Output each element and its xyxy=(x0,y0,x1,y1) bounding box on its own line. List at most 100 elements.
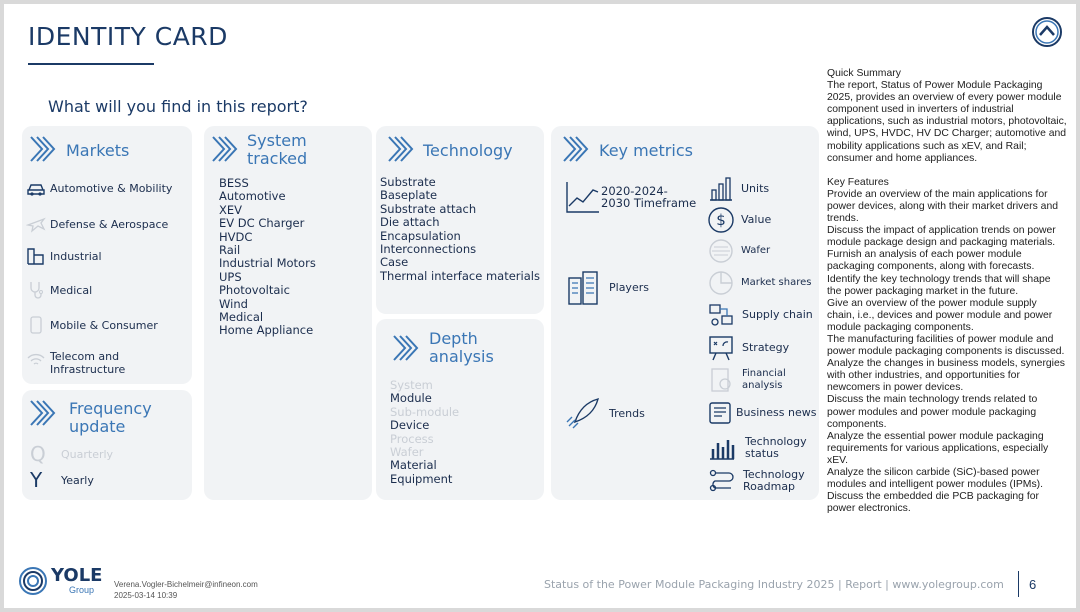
strategy-item: Strategy xyxy=(707,334,789,362)
business-news-item: Business news xyxy=(707,400,816,426)
strategy-board-icon xyxy=(709,336,733,361)
factory-icon xyxy=(27,248,44,265)
airplane-icon xyxy=(26,217,46,233)
technology-title: Technology xyxy=(423,141,513,160)
logo-wordmark: YOLE xyxy=(51,565,103,586)
footer-divider xyxy=(1018,571,1019,597)
key-metrics-title: Key metrics xyxy=(599,141,693,160)
systems-panel: System tracked BESS Automotive XEV EV DC… xyxy=(204,126,372,500)
yearly-letter: Y xyxy=(30,468,43,492)
car-icon xyxy=(27,184,45,196)
feature-item: Provide an overview of the main applicat… xyxy=(827,188,1059,225)
feature-item: Furnish an analysis of each power module… xyxy=(827,249,1035,273)
phone-icon xyxy=(30,316,42,334)
timeframe-item: 2020-2024-2030 Timeframe xyxy=(565,180,697,214)
units-item: Units xyxy=(707,175,769,203)
list-item: Encapsulation xyxy=(380,228,461,243)
wifi-icon xyxy=(27,353,45,365)
list-item: BESS xyxy=(219,176,249,190)
list-item: Medical xyxy=(219,310,264,325)
feature-item: Identify the key technology trends that … xyxy=(827,273,1051,297)
yole-logo: YOLE Group xyxy=(18,566,102,596)
feature-item: Analyze the silicon carbide (SiC)-based … xyxy=(827,467,1043,491)
list-item: HVDC xyxy=(219,229,253,244)
financial-analysis-icon xyxy=(711,368,731,392)
market-item-industrial: Industrial xyxy=(26,246,102,266)
title-underline xyxy=(28,63,154,65)
value-item: $ Value xyxy=(707,206,771,234)
dollar-icon: $ xyxy=(708,207,734,233)
market-item-defense: Defense & Aerospace xyxy=(26,214,168,234)
feature-item: Analyze the changes in business models, … xyxy=(827,358,1065,394)
wafer-icon xyxy=(709,239,733,263)
market-item-mobile: Mobile & Consumer xyxy=(26,315,158,335)
roadmap-icon xyxy=(709,469,734,492)
technology-status-item: Technology status xyxy=(707,435,811,461)
list-item: Device xyxy=(390,418,430,433)
stethoscope-icon xyxy=(30,282,43,299)
depth-panel: Depth analysis System Module Sub-module … xyxy=(376,319,544,500)
list-item: Material xyxy=(390,458,437,473)
list-item: Wind xyxy=(219,296,248,311)
feature-item: Discuss the embedded die PCB packaging f… xyxy=(827,491,1039,515)
chevron-right-icon xyxy=(393,335,419,361)
market-item-telecom: Telecom and Infrastructure xyxy=(26,350,140,376)
chevron-right-icon xyxy=(30,136,56,162)
quarterly-label: Quarterly xyxy=(61,448,114,461)
frequency-title: Frequency update xyxy=(69,399,152,436)
frequency-panel: Frequency update Q Quarterly Y Yearly xyxy=(22,390,192,500)
rocket-icon xyxy=(566,398,599,429)
financial-analysis-item: Financial analysis xyxy=(707,366,798,394)
status-bars-icon xyxy=(710,440,735,460)
list-item: Home Appliance xyxy=(219,323,314,338)
yole-logo-mark-icon xyxy=(19,567,47,595)
list-item: Sub-module xyxy=(390,404,460,419)
technology-roadmap-item: Technology Roadmap xyxy=(707,468,813,494)
feature-item: Discuss the main technology trends relat… xyxy=(827,394,1038,430)
quarterly-letter: Q xyxy=(30,442,46,466)
buildings-icon xyxy=(568,271,598,305)
supply-chain-icon xyxy=(709,304,733,326)
chevron-right-icon xyxy=(388,136,414,162)
list-item: Die attach xyxy=(380,215,440,230)
chevron-right-icon xyxy=(563,136,589,162)
markets-title: Markets xyxy=(66,141,130,160)
trends-item: Trends xyxy=(565,396,645,432)
list-item: Automotive xyxy=(219,189,286,204)
quick-summary-text: The report, Status of Power Module Packa… xyxy=(827,80,1067,164)
supply-chain-item: Supply chain xyxy=(707,301,813,329)
depth-title: Depth analysis xyxy=(429,329,494,366)
key-features-heading: Key Features xyxy=(827,176,889,188)
newspaper-icon xyxy=(709,402,731,424)
list-item: Process xyxy=(390,431,434,446)
players-item: Players xyxy=(565,270,649,306)
line-chart-icon xyxy=(566,182,599,213)
systems-title: System tracked xyxy=(247,131,308,168)
wafer-item: Wafer xyxy=(707,237,770,265)
list-item: Photovoltaic xyxy=(219,283,290,298)
feature-item: Give an overview of the power module sup… xyxy=(827,297,1053,333)
list-item: Interconnections xyxy=(380,242,477,257)
list-item: Substrate attach xyxy=(380,201,477,216)
logo-subtext: Group xyxy=(69,585,95,595)
market-shares-item: Market shares xyxy=(707,269,811,297)
scroll-up-icon[interactable] xyxy=(1031,16,1063,48)
key-metrics-panel: Key metrics 2020-2024-2030 Timeframe Pla… xyxy=(551,126,819,500)
list-item: Baseplate xyxy=(380,188,438,203)
technology-panel: Technology Substrate Baseplate Substrate… xyxy=(376,126,544,314)
depth-list: System Module Sub-module Device Process … xyxy=(390,378,460,486)
list-item: Thermal interface materials xyxy=(380,268,540,283)
feature-item: Analyze the essential power module packa… xyxy=(827,430,1049,466)
list-item: Module xyxy=(390,391,432,406)
pie-chart-icon xyxy=(709,271,733,295)
technology-list: Substrate Baseplate Substrate attach Die… xyxy=(380,175,540,283)
feature-item: Discuss the impact of application trends… xyxy=(827,225,1056,249)
footer-report-info: Status of the Power Module Packaging Ind… xyxy=(544,578,1004,591)
page-title: IDENTITY CARD xyxy=(28,22,228,51)
footer-date: 2025-03-14 10:39 xyxy=(114,590,178,600)
footer-email: Verena.Vogler-Bichelmeir@infineon.com xyxy=(114,580,258,589)
section-subtitle: What will you find in this report? xyxy=(48,97,308,116)
chevron-right-icon xyxy=(212,136,238,162)
list-item: Rail xyxy=(219,243,241,258)
footer-user-info: Verena.Vogler-Bichelmeir@infineon.com 20… xyxy=(114,580,258,601)
